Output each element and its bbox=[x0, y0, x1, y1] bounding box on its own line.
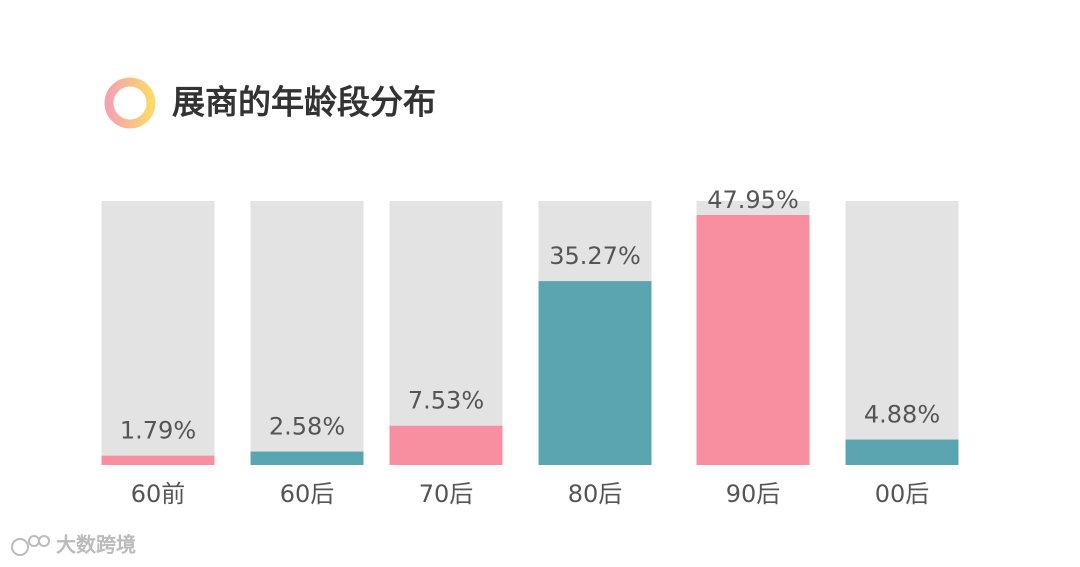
x-tick-label: 60前 bbox=[131, 480, 186, 508]
title-icon bbox=[104, 77, 156, 129]
x-tick-label: 60后 bbox=[280, 480, 335, 508]
bar bbox=[389, 425, 503, 465]
watermark-icon bbox=[11, 535, 50, 556]
bar bbox=[101, 455, 215, 465]
value-label: 47.95% bbox=[707, 186, 799, 214]
bar-background bbox=[101, 201, 215, 465]
value-label: 7.53% bbox=[408, 387, 484, 415]
watermark: 大数跨境 bbox=[56, 533, 136, 557]
bar-background bbox=[845, 201, 959, 465]
x-tick-label: 70后 bbox=[419, 480, 474, 508]
value-label: 1.79% bbox=[120, 417, 196, 445]
value-label: 35.27% bbox=[549, 242, 641, 270]
bar bbox=[845, 439, 959, 465]
bar-background bbox=[250, 201, 364, 465]
x-tick-label: 80后 bbox=[568, 480, 623, 508]
bar bbox=[696, 215, 810, 465]
bar-background bbox=[389, 201, 503, 465]
bar bbox=[538, 281, 652, 465]
x-tick-label: 90后 bbox=[726, 480, 781, 508]
value-label: 4.88% bbox=[864, 401, 940, 429]
chart-title: 展商的年龄段分布 bbox=[172, 83, 436, 122]
bar bbox=[250, 451, 364, 465]
x-tick-label: 00后 bbox=[875, 480, 930, 508]
value-label: 2.58% bbox=[269, 413, 345, 441]
